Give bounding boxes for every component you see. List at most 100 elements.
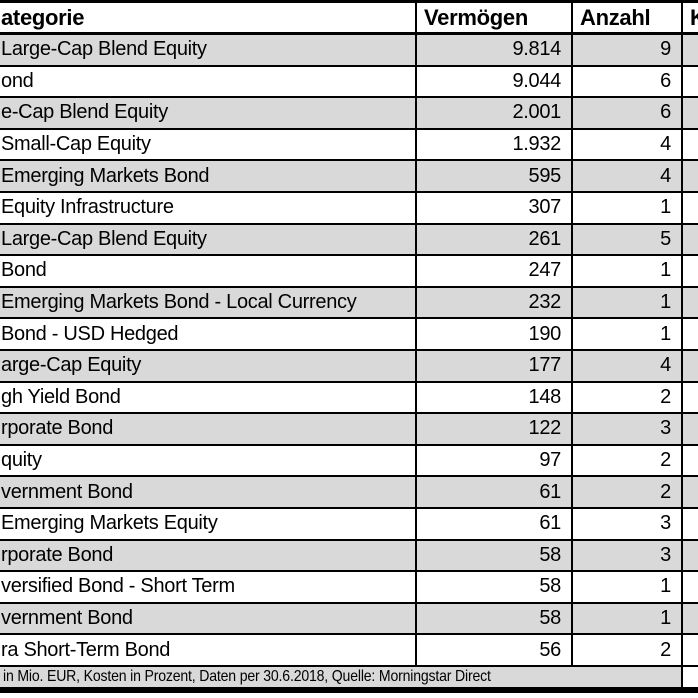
cell-vermoegen: 58 xyxy=(415,538,573,573)
cell-anzahl: 6 xyxy=(571,96,683,130)
footnote-row: in Mio. EUR, Kosten in Prozent, Daten pe… xyxy=(0,664,698,693)
cell-kosten-clipped xyxy=(681,538,698,573)
cell-kosten-clipped xyxy=(681,64,698,99)
table-row: rporate Bond 122 3 xyxy=(0,412,698,446)
cell-vermoegen: 2.001 xyxy=(415,96,573,130)
cell-kosten-clipped xyxy=(681,32,698,67)
cell-kosten-clipped xyxy=(681,348,698,383)
col-header-kosten-clipped: K xyxy=(681,0,698,35)
cell-vermoegen: 261 xyxy=(415,222,573,257)
table-row: Small-Cap Equity 1.932 4 xyxy=(0,127,698,162)
table-row: arge-Cap Equity 177 4 xyxy=(0,348,698,383)
cell-kosten-clipped xyxy=(681,475,698,509)
table-row: gh Yield Bond 148 2 xyxy=(0,380,698,415)
table-row: Large-Cap Blend Equity 9.814 9 xyxy=(0,32,698,67)
cell-anzahl: 3 xyxy=(571,538,683,573)
cell-vermoegen: 177 xyxy=(415,348,573,383)
cell-vermoegen: 58 xyxy=(415,601,573,636)
footnote-right-cell-clipped xyxy=(681,664,698,693)
table-row: rporate Bond 58 3 xyxy=(0,538,698,573)
table-row: vernment Bond 58 1 xyxy=(0,601,698,636)
cell-kosten-clipped xyxy=(681,285,698,320)
cell-kategorie: rporate Bond xyxy=(0,538,417,573)
table-row: versified Bond - Short Term 58 1 xyxy=(0,570,698,604)
table-row: Bond 247 1 xyxy=(0,254,698,288)
cell-anzahl: 3 xyxy=(571,506,683,541)
table-row: Emerging Markets Bond 595 4 xyxy=(0,159,698,193)
cell-vermoegen: 307 xyxy=(415,190,573,225)
cell-anzahl: 4 xyxy=(571,159,683,193)
cell-anzahl: 2 xyxy=(571,443,683,478)
cell-anzahl: 2 xyxy=(571,380,683,415)
cell-kosten-clipped xyxy=(681,222,698,257)
cell-vermoegen: 61 xyxy=(415,475,573,509)
cell-anzahl: 4 xyxy=(571,348,683,383)
cell-kategorie: ra Short-Term Bond xyxy=(0,633,417,667)
cell-kategorie: Bond xyxy=(0,254,417,288)
cell-vermoegen: 58 xyxy=(415,570,573,604)
cell-kosten-clipped xyxy=(681,506,698,541)
cell-anzahl: 6 xyxy=(571,64,683,99)
table-row: Large-Cap Blend Equity 261 5 xyxy=(0,222,698,257)
cell-vermoegen: 9.044 xyxy=(415,64,573,99)
table-row: ond 9.044 6 xyxy=(0,64,698,99)
cell-vermoegen: 148 xyxy=(415,380,573,415)
cell-anzahl: 1 xyxy=(571,570,683,604)
cell-kategorie: vernment Bond xyxy=(0,601,417,636)
cell-anzahl: 1 xyxy=(571,317,683,351)
cell-kategorie: e-Cap Blend Equity xyxy=(0,96,417,130)
cell-vermoegen: 97 xyxy=(415,443,573,478)
cell-vermoegen: 61 xyxy=(415,506,573,541)
cell-vermoegen: 232 xyxy=(415,285,573,320)
col-header-vermoegen: Vermögen xyxy=(415,0,573,35)
cell-kosten-clipped xyxy=(681,159,698,193)
cell-kosten-clipped xyxy=(681,443,698,478)
cell-vermoegen: 56 xyxy=(415,633,573,667)
col-header-anzahl: Anzahl xyxy=(571,0,683,35)
cell-anzahl: 1 xyxy=(571,190,683,225)
col-header-kategorie: ategorie xyxy=(0,0,417,35)
cell-kategorie: arge-Cap Equity xyxy=(0,348,417,383)
table-row: quity 97 2 xyxy=(0,443,698,478)
table-row: Equity Infrastructure 307 1 xyxy=(0,190,698,225)
cell-kategorie: Equity Infrastructure xyxy=(0,190,417,225)
cell-kategorie: gh Yield Bond xyxy=(0,380,417,415)
cell-kosten-clipped xyxy=(681,254,698,288)
cell-kosten-clipped xyxy=(681,633,698,667)
cell-anzahl: 2 xyxy=(571,475,683,509)
cell-vermoegen: 122 xyxy=(415,412,573,446)
cell-kategorie: Small-Cap Equity xyxy=(0,127,417,162)
cell-kosten-clipped xyxy=(681,96,698,130)
header-row: ategorie Vermögen Anzahl K xyxy=(0,0,698,35)
cell-anzahl: 1 xyxy=(571,601,683,636)
cell-kategorie: vernment Bond xyxy=(0,475,417,509)
cell-kategorie: Emerging Markets Bond xyxy=(0,159,417,193)
table-row: ra Short-Term Bond 56 2 xyxy=(0,633,698,667)
table-row: Bond - USD Hedged 190 1 xyxy=(0,317,698,351)
cell-anzahl: 1 xyxy=(571,285,683,320)
table-row: vernment Bond 61 2 xyxy=(0,475,698,509)
cell-vermoegen: 595 xyxy=(415,159,573,193)
cell-kategorie: Large-Cap Blend Equity xyxy=(0,32,417,67)
cell-kategorie: versified Bond - Short Term xyxy=(0,570,417,604)
table-row: Emerging Markets Bond - Local Currency 2… xyxy=(0,285,698,320)
footnote-text: in Mio. EUR, Kosten in Prozent, Daten pe… xyxy=(3,667,491,685)
cell-kategorie: Large-Cap Blend Equity xyxy=(0,222,417,257)
cell-anzahl: 5 xyxy=(571,222,683,257)
cell-vermoegen: 9.814 xyxy=(415,32,573,67)
cell-kosten-clipped xyxy=(681,601,698,636)
cell-anzahl: 9 xyxy=(571,32,683,67)
cell-kategorie: quity xyxy=(0,443,417,478)
table-row: Emerging Markets Equity 61 3 xyxy=(0,506,698,541)
cell-kosten-clipped xyxy=(681,412,698,446)
cell-kategorie: Bond - USD Hedged xyxy=(0,317,417,351)
cell-anzahl: 4 xyxy=(571,127,683,162)
cell-anzahl: 2 xyxy=(571,633,683,667)
cell-kategorie: Emerging Markets Bond - Local Currency xyxy=(0,285,417,320)
cell-kategorie: Emerging Markets Equity xyxy=(0,506,417,541)
cell-kosten-clipped xyxy=(681,127,698,162)
cell-anzahl: 1 xyxy=(571,254,683,288)
cell-anzahl: 3 xyxy=(571,412,683,446)
